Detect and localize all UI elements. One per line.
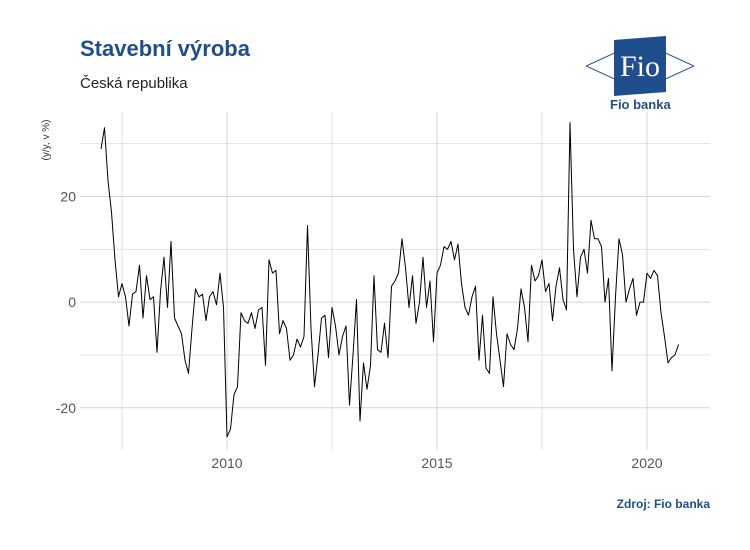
chart-grid (80, 112, 710, 450)
chart-subtitle: Česká republika (80, 75, 188, 92)
x-tick-label: 2020 (631, 455, 662, 471)
fio-logo-icon: Fio (586, 36, 694, 96)
chart-title: Stavební výroba (80, 36, 250, 61)
chart-series (100, 122, 679, 438)
series-line-0 (100, 122, 679, 438)
y-tick-label: -20 (56, 400, 76, 416)
source-note: Zdroj: Fio banka (616, 497, 710, 511)
y-tick-label: 20 (60, 189, 76, 205)
y-axis-label: (y/y, v %) (41, 120, 52, 161)
x-axis-ticks: 2010 2015 2020 (211, 455, 662, 471)
fio-logo: Fio Fio banka (586, 36, 694, 116)
x-tick-label: 2015 (421, 455, 452, 471)
fio-logo-mark: Fio (620, 50, 660, 83)
fio-logo-name: Fio banka (610, 97, 671, 112)
y-tick-label: 0 (68, 294, 76, 310)
y-axis-ticks: -20 0 20 (56, 189, 76, 416)
x-tick-label: 2010 (211, 455, 242, 471)
